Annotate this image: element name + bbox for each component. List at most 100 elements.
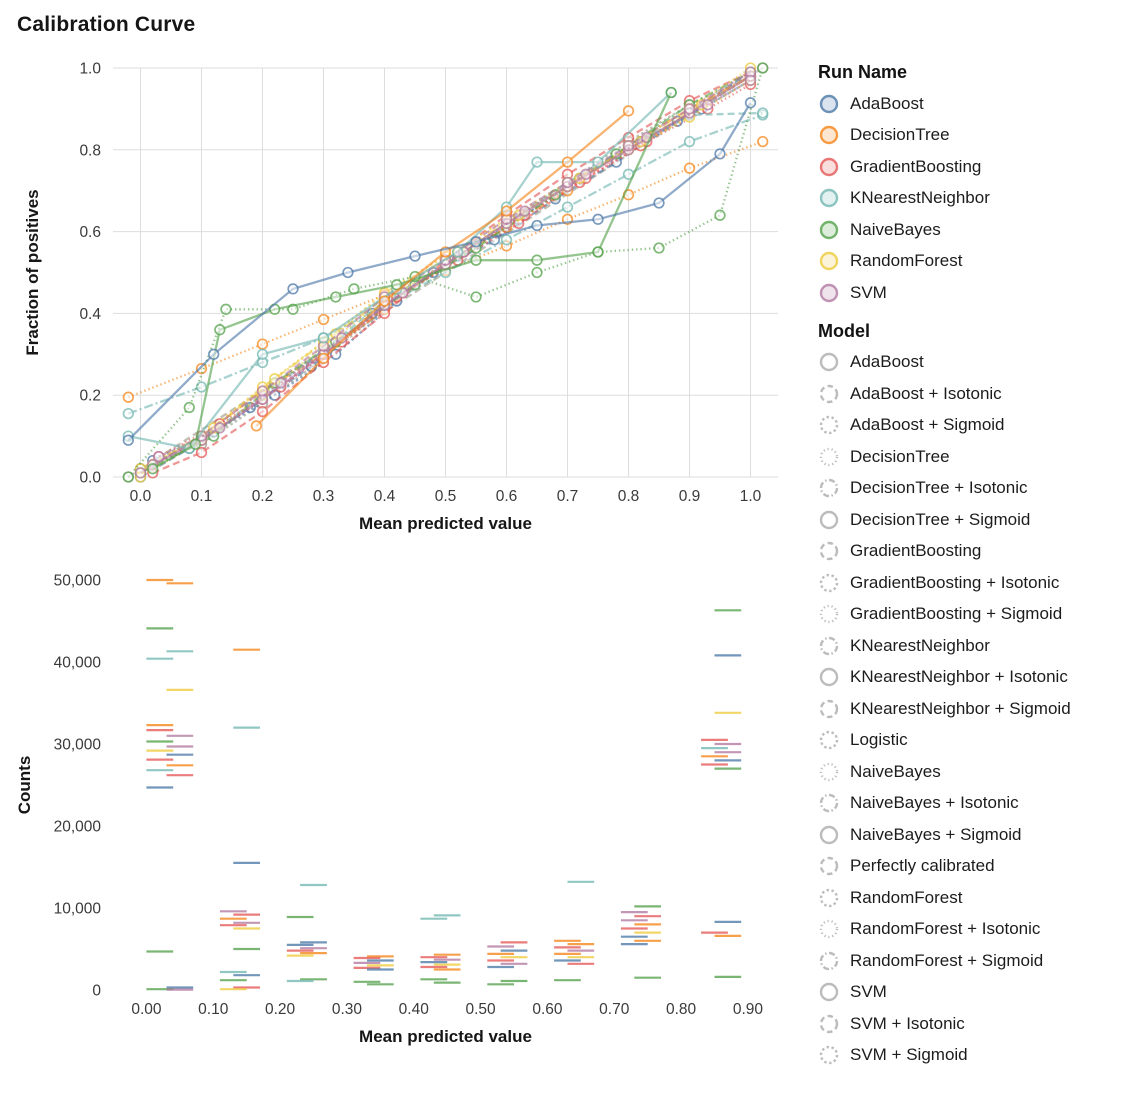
legend-model-label: NaiveBayes + Sigmoid bbox=[850, 824, 1022, 844]
calibration-chart[interactable]: 0.0 0.1 0.2 0.3 0.4 0.5 0.6 0.7 0.8 0.9 1.0 0.0 0.2 0… bbox=[8, 52, 803, 557]
svg-text:0.4: 0.4 bbox=[374, 488, 396, 505]
legend-model-item-adaboost-isotonic[interactable]: AdaBoost + Isotonic bbox=[818, 378, 1136, 410]
legend-model-label: Logistic bbox=[850, 730, 908, 750]
legend-model-item-naivebayes-sigmoid[interactable]: NaiveBayes + Sigmoid bbox=[818, 819, 1136, 851]
model-dash-circle-icon bbox=[819, 1014, 839, 1033]
legend-model-item-randomforest-isotonic[interactable]: RandomForest + Isotonic bbox=[818, 914, 1136, 946]
svg-text:0.60: 0.60 bbox=[532, 1001, 563, 1018]
legend-run-label: AdaBoost bbox=[850, 93, 924, 113]
legend-model-label: DecisionTree + Isotonic bbox=[850, 478, 1028, 498]
legend-model-item-decisiontree-sigmoid[interactable]: DecisionTree + Sigmoid bbox=[818, 504, 1136, 536]
run-color-circle-icon bbox=[819, 252, 839, 271]
legend-model-item-randomforest-sigmoid[interactable]: RandomForest + Sigmoid bbox=[818, 945, 1136, 977]
model-dash-circle-icon bbox=[819, 605, 839, 624]
legend-model-item-naivebayes-isotonic[interactable]: NaiveBayes + Isotonic bbox=[818, 788, 1136, 820]
legend-model-item-naivebayes[interactable]: NaiveBayes bbox=[818, 756, 1136, 788]
legend-model-item-adaboost-sigmoid[interactable]: AdaBoost + Sigmoid bbox=[818, 410, 1136, 442]
legend-model-label: DecisionTree + Sigmoid bbox=[850, 509, 1031, 529]
svg-text:0.3: 0.3 bbox=[313, 488, 335, 505]
model-dash-circle-icon bbox=[819, 479, 839, 498]
legend-model-label: AdaBoost + Isotonic bbox=[850, 383, 1002, 403]
counts-ticks bbox=[146, 578, 742, 991]
legend-model-item-decisiontree[interactable]: DecisionTree bbox=[818, 441, 1136, 473]
svg-text:0.2: 0.2 bbox=[79, 388, 101, 405]
model-dash-circle-icon bbox=[819, 699, 839, 718]
legend-model-label: KNearestNeighbor + Sigmoid bbox=[850, 698, 1071, 718]
legend-model-label: RandomForest + Sigmoid bbox=[850, 950, 1044, 970]
legend-model-title: Model bbox=[818, 320, 870, 341]
legend-run-item-gradientboosting[interactable]: GradientBoosting bbox=[818, 151, 1136, 183]
counts-chart[interactable]: 0.00 0.10 0.20 0.30 0.40 0.50 0.60 0.70 0.80 0.90… bbox=[8, 556, 803, 1061]
model-dash-circle-icon bbox=[819, 542, 839, 561]
svg-text:30,000: 30,000 bbox=[54, 737, 102, 754]
model-dash-circle-icon bbox=[819, 794, 839, 813]
series-adaboost bbox=[122, 97, 757, 446]
legend-model-item-randomforest[interactable]: RandomForest bbox=[818, 882, 1136, 914]
svg-text:0: 0 bbox=[92, 983, 101, 1000]
legend-model-label: KNearestNeighbor bbox=[850, 635, 990, 655]
legend-run-item-knearestneighbor[interactable]: KNearestNeighbor bbox=[818, 183, 1136, 215]
legend-model-item-gradientboosting-isotonic[interactable]: GradientBoosting + Isotonic bbox=[818, 567, 1136, 599]
legend-model-item-knearestneighbor[interactable]: KNearestNeighbor bbox=[818, 630, 1136, 662]
svg-text:0.6: 0.6 bbox=[79, 224, 101, 241]
legend-model-label: Perfectly calibrated bbox=[850, 856, 995, 876]
legend-model-label: SVM + Sigmoid bbox=[850, 1045, 968, 1065]
legend-run-item-naivebayes[interactable]: NaiveBayes bbox=[818, 214, 1136, 246]
legend-model-item-adaboost[interactable]: AdaBoost bbox=[818, 347, 1136, 379]
legend-model-label: GradientBoosting + Sigmoid bbox=[850, 604, 1063, 624]
svg-text:0.40: 0.40 bbox=[399, 1001, 430, 1018]
model-dash-circle-icon bbox=[819, 636, 839, 655]
legend-run-item-svm[interactable]: SVM bbox=[818, 277, 1136, 309]
model-dash-circle-icon bbox=[819, 1046, 839, 1065]
legend-model-item-knearestneighbor-isotonic[interactable]: KNearestNeighbor + Isotonic bbox=[818, 662, 1136, 694]
cal-y-axis-title: Fraction of positives bbox=[23, 189, 42, 355]
model-dash-circle-icon bbox=[819, 920, 839, 939]
legend-model-item-gradientboosting-sigmoid[interactable]: GradientBoosting + Sigmoid bbox=[818, 599, 1136, 631]
legend-model-item-decisiontree-isotonic[interactable]: DecisionTree + Isotonic bbox=[818, 473, 1136, 505]
legend-model-item-svm-isotonic[interactable]: SVM + Isotonic bbox=[818, 1008, 1136, 1040]
legend-model-label: NaiveBayes bbox=[850, 761, 941, 781]
legend-run-label: DecisionTree bbox=[850, 125, 950, 145]
svg-text:20,000: 20,000 bbox=[54, 819, 102, 836]
svg-text:0.90: 0.90 bbox=[733, 1001, 764, 1018]
model-dash-circle-icon bbox=[819, 573, 839, 592]
model-dash-circle-icon bbox=[819, 951, 839, 970]
svg-text:0.0: 0.0 bbox=[130, 488, 152, 505]
model-dash-circle-icon bbox=[819, 731, 839, 750]
svg-text:0.30: 0.30 bbox=[332, 1001, 363, 1018]
svg-text:0.6: 0.6 bbox=[496, 488, 518, 505]
legend-model-item-knearestneighbor-sigmoid[interactable]: KNearestNeighbor + Sigmoid bbox=[818, 693, 1136, 725]
legend-model-label: GradientBoosting + Isotonic bbox=[850, 572, 1060, 592]
svg-text:40,000: 40,000 bbox=[54, 655, 102, 672]
series-decisiontree-sigmoid bbox=[250, 105, 635, 432]
legend-model-item-perfectly-calibrated[interactable]: Perfectly calibrated bbox=[818, 851, 1136, 883]
svg-text:0.0: 0.0 bbox=[79, 470, 101, 487]
counts-y-axis-title: Counts bbox=[15, 756, 34, 815]
legend-run-label: GradientBoosting bbox=[850, 156, 982, 176]
legend-run-label: SVM bbox=[850, 282, 887, 302]
model-dash-circle-icon bbox=[819, 510, 839, 529]
svg-text:0.2: 0.2 bbox=[252, 488, 274, 505]
svg-text:0.7: 0.7 bbox=[557, 488, 579, 505]
legend-model-label: SVM + Isotonic bbox=[850, 1013, 965, 1033]
run-color-circle-icon bbox=[819, 94, 839, 113]
legend-run-item-randomforest[interactable]: RandomForest bbox=[818, 246, 1136, 278]
legend-model-item-logistic[interactable]: Logistic bbox=[818, 725, 1136, 757]
svg-text:0.50: 0.50 bbox=[466, 1001, 497, 1018]
svg-text:0.4: 0.4 bbox=[79, 306, 101, 323]
legend-model-item-gradientboosting[interactable]: GradientBoosting bbox=[818, 536, 1136, 568]
svg-text:0.20: 0.20 bbox=[265, 1001, 296, 1018]
run-color-circle-icon bbox=[819, 189, 839, 208]
model-dash-circle-icon bbox=[819, 416, 839, 435]
legend-model-item-svm-sigmoid[interactable]: SVM + Sigmoid bbox=[818, 1040, 1136, 1072]
legend-model-label: RandomForest + Isotonic bbox=[850, 919, 1041, 939]
model-dash-circle-icon bbox=[819, 983, 839, 1002]
legend-run-item-decisiontree[interactable]: DecisionTree bbox=[818, 120, 1136, 152]
legend-run-item-adaboost[interactable]: AdaBoost bbox=[818, 88, 1136, 120]
legend-model-item-svm[interactable]: SVM bbox=[818, 977, 1136, 1009]
cal-x-axis-title: Mean predicted value bbox=[359, 514, 532, 533]
page-title: Calibration Curve bbox=[17, 13, 196, 36]
counts-axes: 0.00 0.10 0.20 0.30 0.40 0.50 0.60 0.70 0.80 0.90… bbox=[54, 573, 764, 1019]
svg-text:1.0: 1.0 bbox=[740, 488, 762, 505]
